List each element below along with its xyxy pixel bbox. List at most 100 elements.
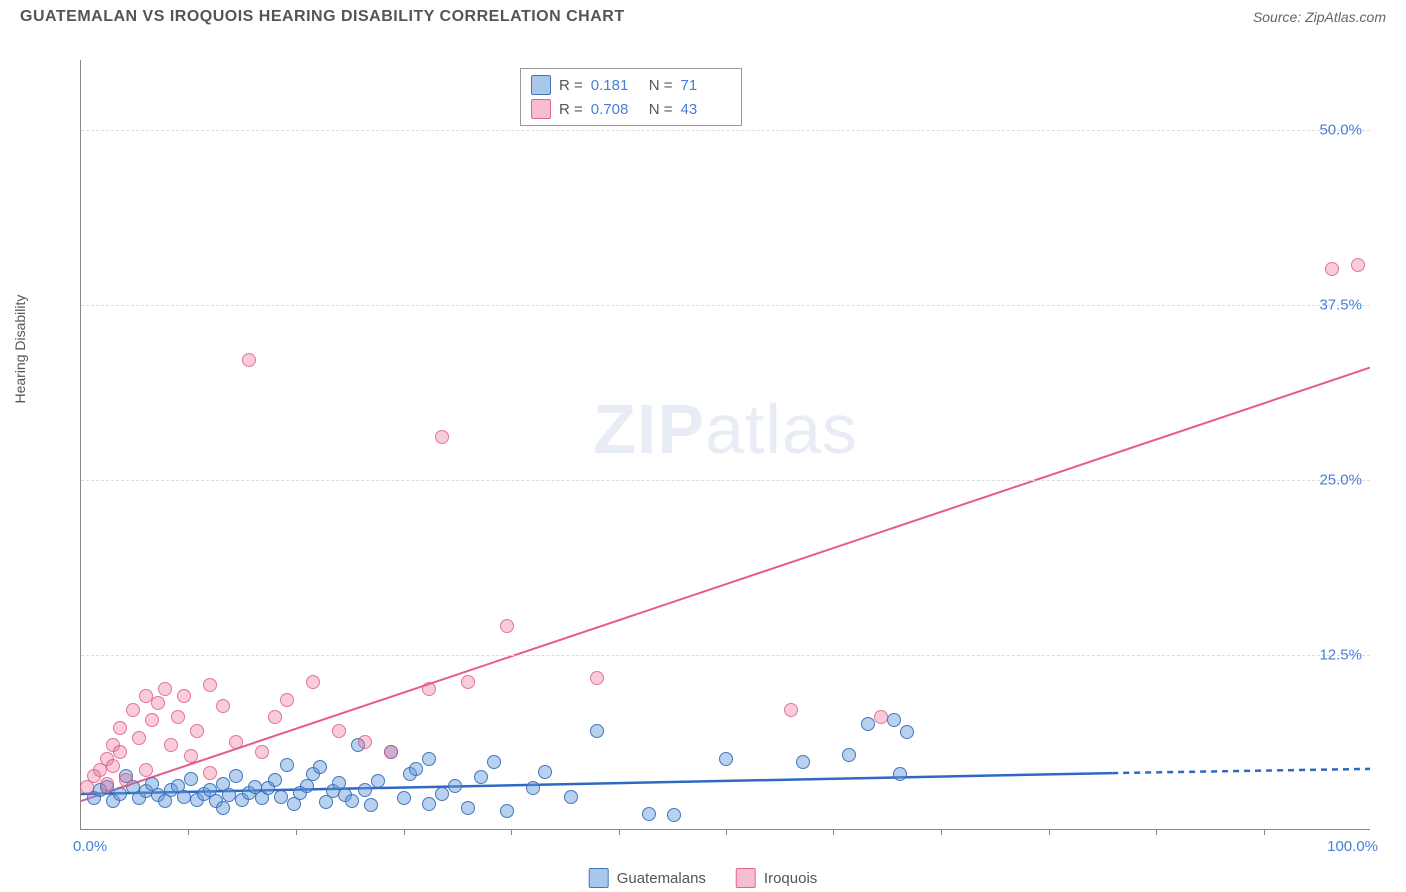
data-point [448,779,462,793]
data-point [719,752,733,766]
data-point [132,731,146,745]
data-point [500,804,514,818]
data-point [358,783,372,797]
data-point [139,763,153,777]
swatch-blue-icon [589,868,609,888]
data-point [306,675,320,689]
data-point [842,748,856,762]
data-point [164,738,178,752]
data-point [1325,262,1339,276]
data-point [113,721,127,735]
x-tick [404,829,405,835]
data-point [106,759,120,773]
x-tick [511,829,512,835]
data-point [526,781,540,795]
data-point [487,755,501,769]
data-point [190,724,204,738]
data-point [874,710,888,724]
data-point [345,794,359,808]
data-point [461,675,475,689]
data-point [177,790,191,804]
data-point [280,758,294,772]
data-point [119,773,133,787]
data-point [229,769,243,783]
y-tick-label: 25.0% [1319,472,1362,489]
chart-title: GUATEMALAN VS IROQUOIS HEARING DISABILIT… [20,8,625,26]
data-point [887,713,901,727]
data-point [184,772,198,786]
grid-line [81,480,1370,481]
x-tick [619,829,620,835]
data-point [268,710,282,724]
data-point [332,724,346,738]
data-point [242,353,256,367]
grid-line [81,305,1370,306]
data-point [893,767,907,781]
x-tick [1264,829,1265,835]
data-point [151,696,165,710]
data-point [255,745,269,759]
series-legend: Guatemalans Iroquois [589,868,818,888]
data-point [590,724,604,738]
data-point [216,699,230,713]
y-tick-label: 12.5% [1319,647,1362,664]
data-point [358,735,372,749]
swatch-pink-icon [531,99,551,119]
data-point [590,671,604,685]
source-label: Source: [1253,9,1305,25]
data-point [145,713,159,727]
r-value-pink: 0.708 [591,101,641,118]
data-point [313,760,327,774]
data-point [113,787,127,801]
data-point [409,762,423,776]
data-point [435,430,449,444]
x-tick [833,829,834,835]
y-axis-label: Hearing Disability [12,295,28,404]
data-point [784,703,798,717]
source-attribution: Source: ZipAtlas.com [1253,9,1386,25]
data-point [274,790,288,804]
legend-row-guatemalans: R = 0.181 N = 71 [531,73,731,97]
data-point [177,689,191,703]
r-label: R = [559,77,583,94]
data-point [126,703,140,717]
data-point [229,735,243,749]
x-tick-label: 0.0% [73,838,107,855]
data-point [268,773,282,787]
data-point [422,797,436,811]
data-point [796,755,810,769]
chart-container: Hearing Disability ZIPatlas 12.5%25.0%37… [30,40,1390,860]
data-point [422,682,436,696]
data-point [474,770,488,784]
data-point [203,678,217,692]
r-value-blue: 0.181 [591,77,641,94]
data-point [113,745,127,759]
data-point [171,710,185,724]
legend-row-iroquois: R = 0.708 N = 43 [531,97,731,121]
data-point [216,801,230,815]
x-tick [1156,829,1157,835]
data-point [222,788,236,802]
swatch-blue-icon [531,75,551,95]
data-point [371,774,385,788]
x-tick [941,829,942,835]
data-point [500,619,514,633]
data-point [139,689,153,703]
data-point [158,682,172,696]
r-label: R = [559,101,583,118]
legend-label: Iroquois [764,870,817,887]
legend-item-iroquois: Iroquois [736,868,817,888]
data-point [642,807,656,821]
data-point [1351,258,1365,272]
data-point [100,777,114,791]
source-value: ZipAtlas.com [1305,9,1386,25]
data-point [364,798,378,812]
n-value-blue: 71 [681,77,731,94]
data-point [184,749,198,763]
data-point [564,790,578,804]
data-point [435,787,449,801]
grid-line [81,655,1370,656]
y-tick-label: 37.5% [1319,297,1362,314]
x-tick [188,829,189,835]
data-point [203,766,217,780]
